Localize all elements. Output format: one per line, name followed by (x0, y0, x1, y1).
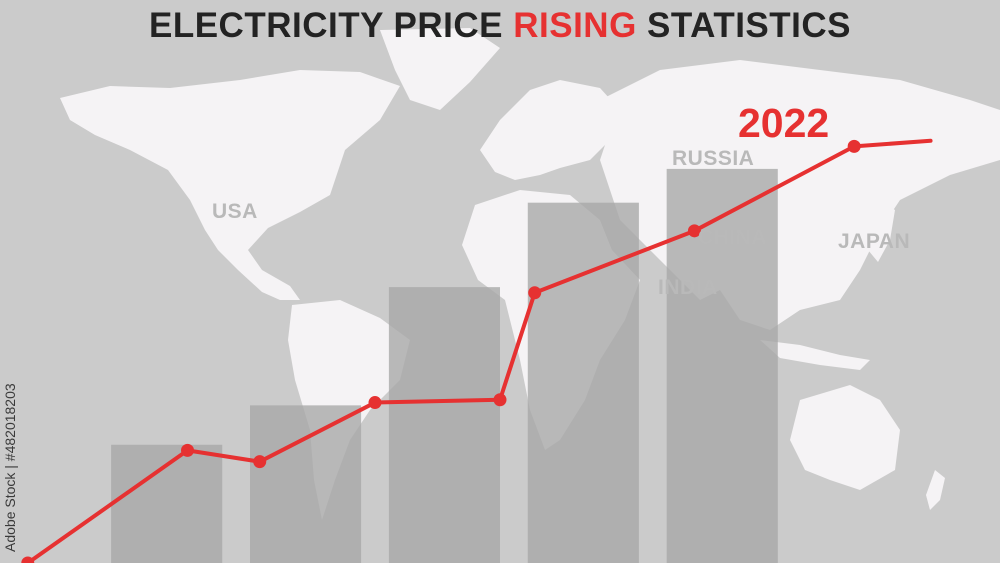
title-highlight: RISING (513, 6, 637, 45)
map-label-usa: USA (212, 200, 258, 223)
map-label-china: CHINA (698, 226, 767, 249)
australia-landmass (790, 385, 900, 490)
year-label: 2022 (738, 100, 830, 146)
bar-2 (250, 405, 362, 563)
title-part-1: ELECTRICITY PRICE (148, 6, 514, 45)
map-label-japan: JAPAN (838, 230, 911, 253)
greenland-landmass (380, 28, 500, 110)
line-point-7 (687, 224, 701, 238)
bar-1 (111, 444, 223, 563)
line-point-8 (847, 139, 861, 153)
bar-4 (527, 202, 639, 563)
line-point-4 (368, 396, 382, 410)
map-label-russia: RUSSIA (672, 147, 755, 170)
japan-landmass (868, 200, 895, 262)
new-zealand-landmass (926, 470, 945, 510)
north-america-landmass (60, 70, 400, 300)
stock-image-id: Adobe Stock | #482018203 (2, 383, 18, 552)
line-point-5 (493, 393, 507, 407)
europe-landmass (480, 80, 620, 180)
title-part-2: STATISTICS (636, 6, 851, 45)
map-label-india: INDIA (658, 276, 718, 299)
line-point-3 (253, 455, 267, 469)
indonesia-landmass (760, 340, 870, 370)
line-point-6 (528, 286, 542, 300)
line-series (21, 138, 933, 563)
bar-3 (388, 287, 500, 563)
line-point-1 (21, 556, 35, 563)
line-point-2 (181, 443, 194, 457)
chart-title: ELECTRICITY PRICE RISING STATISTICS (0, 6, 1000, 46)
